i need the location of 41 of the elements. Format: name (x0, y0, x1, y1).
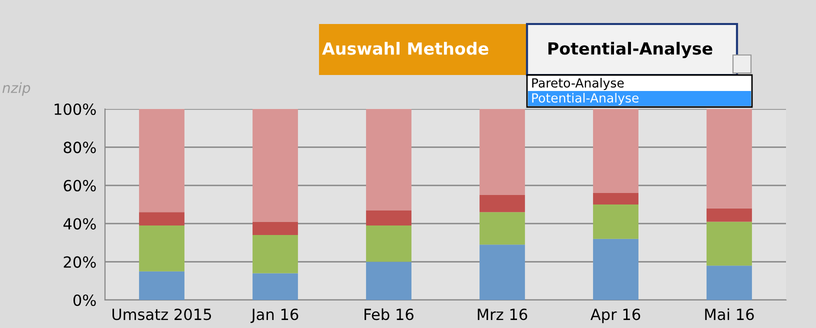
bar (139, 212, 184, 226)
x-tick-label: Umsatz 2015 (112, 308, 211, 320)
y-tick-label: 80% (64, 142, 96, 154)
y-tick-label: 60% (64, 180, 96, 192)
x-tick-label: Mai 16 (705, 308, 754, 320)
bar (366, 109, 412, 210)
y-tick-label: 0% (73, 294, 96, 306)
bar (366, 226, 412, 262)
bar (139, 226, 184, 272)
bar (252, 235, 298, 274)
bar (706, 222, 752, 266)
bar (593, 204, 638, 239)
bar (366, 262, 412, 300)
bar (252, 222, 298, 236)
x-tick-label: Jan 16 (250, 308, 298, 323)
bar (593, 238, 638, 300)
x-tick-label: Apr 16 (590, 308, 640, 324)
bar (139, 109, 184, 212)
bar (480, 109, 525, 195)
bar (593, 193, 638, 204)
bar (252, 273, 298, 300)
bar (706, 109, 752, 208)
bar (706, 266, 752, 300)
bar (706, 208, 752, 222)
x-tick-label: Feb 16 (364, 308, 414, 320)
bar (480, 194, 525, 212)
bar (252, 109, 298, 222)
y-tick-label: 20% (64, 256, 96, 268)
y-tick-label: 100% (54, 103, 96, 116)
text: Auswahl Methode (322, 42, 488, 55)
bar (480, 244, 525, 300)
text: nzip (2, 82, 30, 96)
text: Potential-Analyse (548, 42, 712, 58)
bar (139, 271, 184, 300)
bar (366, 210, 412, 226)
bar (593, 109, 638, 194)
text: Potential-Analyse (532, 92, 639, 106)
text: Pareto-Analyse (532, 78, 624, 90)
x-tick-label: Mrz 16 (478, 308, 528, 320)
bar (480, 212, 525, 245)
y-tick-label: 40% (63, 218, 96, 230)
